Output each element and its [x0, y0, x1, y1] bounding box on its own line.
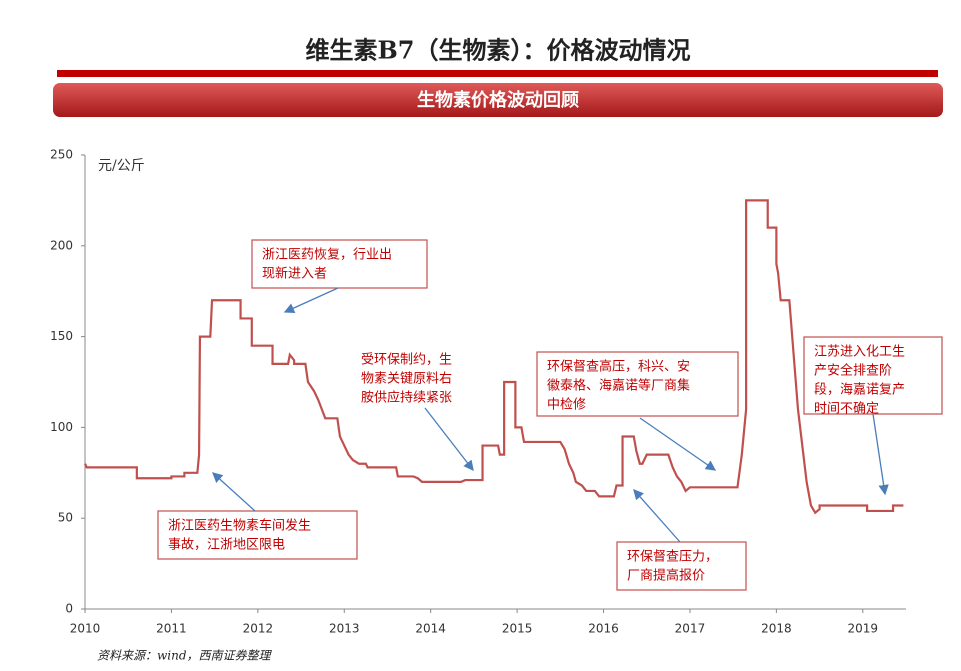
annotation-arrow: [633, 489, 681, 543]
annotation-box: [536, 351, 739, 417]
annotation-text: 中检修: [547, 398, 586, 413]
x-tick-label: 2017: [675, 622, 706, 636]
y-tick-label: 100: [50, 420, 73, 434]
annotation-text: 浙江医药恢复，行业出: [262, 248, 392, 263]
annotation-text: 胺供应持续紧张: [361, 390, 452, 406]
annotation-arrow: [424, 407, 474, 472]
annotation-text: 江苏进入化工生: [814, 344, 905, 360]
x-tick-label: 2019: [848, 622, 879, 636]
y-tick-label: 250: [50, 148, 73, 162]
source: 资料来源：wind，西南证券整理: [97, 649, 273, 663]
annotation-arrow: [283, 287, 339, 313]
title-rule: [57, 70, 938, 77]
x-tick-label: 2010: [70, 622, 101, 636]
annotation-text: 浙江医药生物素车间发生: [168, 518, 311, 534]
y-tick-label: 200: [50, 238, 73, 252]
y-label: 元/公斤: [98, 158, 145, 174]
banner: [53, 83, 943, 117]
x-tick-label: 2012: [243, 622, 274, 636]
x-tick-label: 2016: [588, 622, 619, 636]
x-tick-label: 2015: [502, 622, 533, 636]
annotation-text: 环保督查压力，: [627, 550, 718, 565]
annotation-box: [803, 336, 943, 415]
banner-text: 生物素价格波动回顾: [417, 89, 579, 111]
annotation-text: 段，海嘉诺复产: [814, 383, 905, 398]
price-line: [84, 199, 904, 515]
x-tick-label: 2011: [156, 622, 187, 636]
y-tick-label: 50: [58, 511, 73, 525]
y-tick-label: 0: [65, 602, 73, 616]
annotation-text: 受环保制约，生: [361, 353, 452, 368]
y-tick-label: 150: [50, 329, 73, 343]
annotation-text: 时间不确定: [814, 402, 879, 417]
annotation-text: 事故，江浙地区限电: [168, 538, 285, 553]
annotation-text: 物素关键原料右: [361, 372, 452, 387]
annotation-arrow: [872, 413, 889, 496]
annotation-text: 厂商提高报价: [627, 568, 705, 584]
annotation-arrow: [212, 472, 256, 512]
x-tick-label: 2014: [415, 622, 446, 636]
annotation-text: 环保督查高压，科兴、安: [547, 359, 690, 375]
annotation-text: 现新进入者: [262, 266, 327, 282]
annotation-text: 徽泰格、海嘉诺等厂商集: [547, 378, 690, 394]
x-tick-label: 2018: [761, 622, 792, 636]
annotation-text: 产安全排查阶: [814, 363, 892, 379]
title: 维生素B7（生物素）：价格波动情况: [306, 36, 691, 65]
annotation-box: [251, 239, 428, 289]
annotation-box: [616, 541, 747, 591]
x-tick-label: 2013: [329, 622, 360, 636]
annotation-box: [157, 510, 358, 560]
annotation-arrow: [639, 417, 717, 471]
